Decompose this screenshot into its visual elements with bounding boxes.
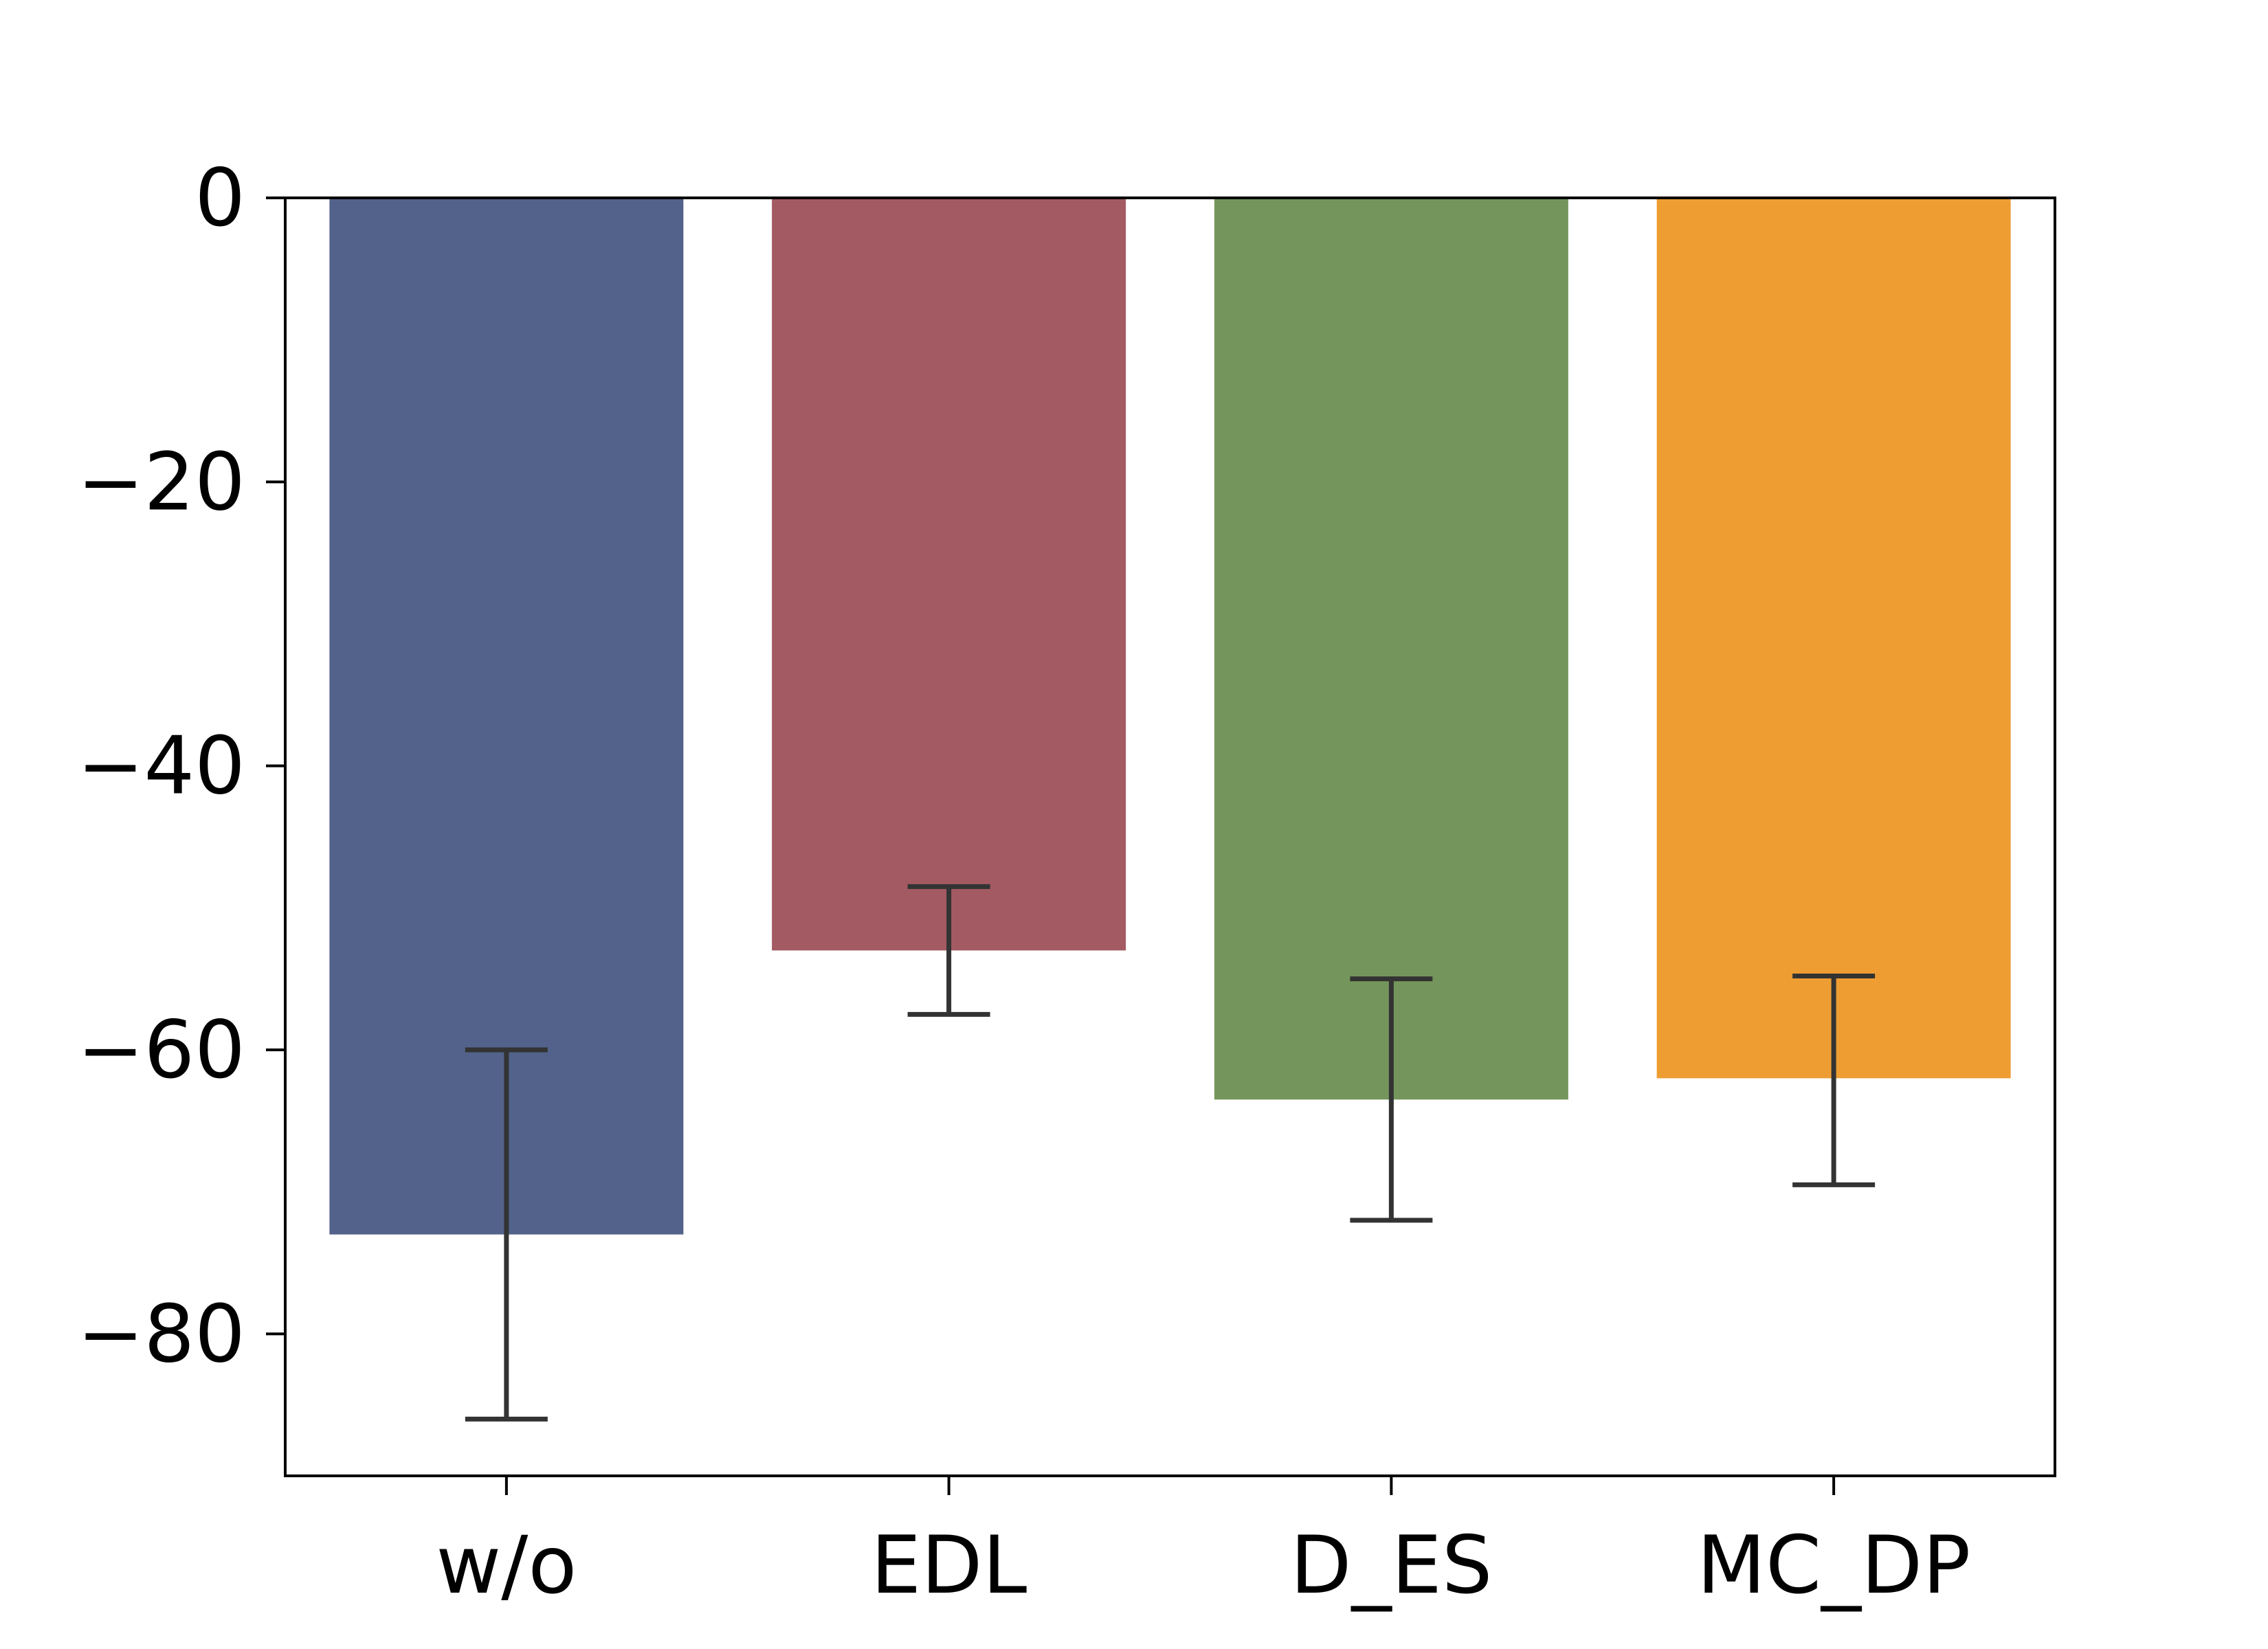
bar-3 xyxy=(1656,198,2011,1079)
y-tick-label-4: −80 xyxy=(77,1288,245,1380)
ticks-layer: w/o EDL D_ES MC_DP 0 −20 −40 −60 −80 xyxy=(77,152,1970,1612)
bars-layer xyxy=(329,198,2011,1235)
error-bars-layer xyxy=(465,884,1876,1422)
y-tick-label-3: −60 xyxy=(77,1004,245,1097)
plot-frame xyxy=(284,197,2056,1477)
x-tick-label-3: MC_DP xyxy=(1697,1519,1970,1612)
x-tick-label-0: w/o xyxy=(436,1519,577,1612)
y-tick-label-2: −40 xyxy=(77,720,245,813)
x-tick-label-1: EDL xyxy=(871,1519,1027,1612)
x-tick-label-2: D_ES xyxy=(1290,1519,1492,1612)
bar-1 xyxy=(772,198,1126,951)
y-tick-label-1: −20 xyxy=(77,436,245,528)
bar-2 xyxy=(1214,198,1568,1100)
y-tick-label-0: 0 xyxy=(194,152,245,245)
